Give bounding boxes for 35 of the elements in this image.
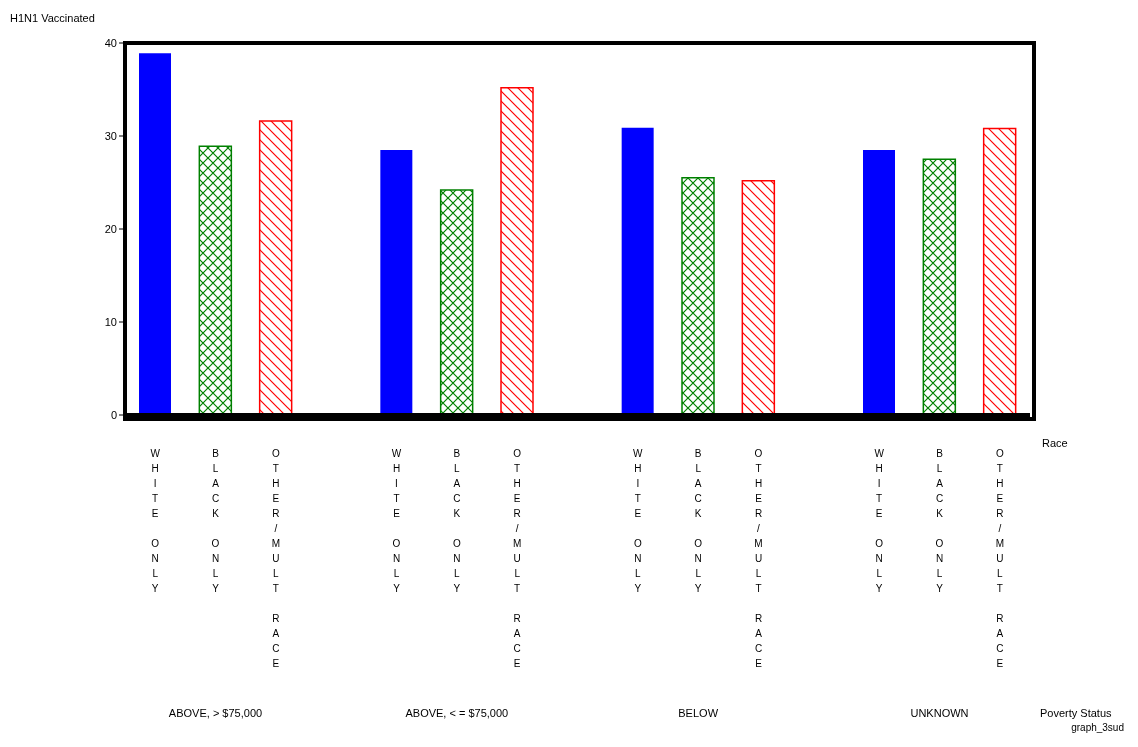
text: ABOVE, < = $75,000 — [404, 707, 510, 719]
text: Poverty Status — [1040, 707, 1112, 719]
x-tick-label: BLACK ONLY — [934, 448, 945, 598]
x-tick-label: WHITE ONLY — [149, 448, 161, 598]
bar — [439, 189, 474, 415]
text: UNKNOWN — [909, 707, 970, 719]
x-tick-label: BLACK ONLY — [451, 448, 463, 598]
text: Race — [1042, 437, 1068, 449]
text: BELOW — [677, 707, 719, 719]
bar — [982, 127, 1017, 415]
bar — [681, 177, 715, 415]
text: ABOVE, > $75,000 — [167, 707, 264, 719]
bar — [198, 145, 233, 415]
x-tick-label: OTHER/MULT RACE — [994, 448, 1006, 673]
bar — [500, 86, 534, 415]
y-tick-label: 10 — [104, 315, 117, 328]
bar — [380, 149, 413, 415]
text: graph_3sud — [1071, 722, 1124, 733]
x-tick-label: WHITE ONLY — [873, 448, 885, 598]
y-axis-title: H1N1 Vaccinated — [10, 12, 95, 24]
x-tick-label: WHITE ONLY — [390, 448, 402, 598]
x-tick-label: OTHER/MULT RACE — [753, 448, 764, 673]
y-tick-label: 40 — [104, 36, 117, 49]
x-tick-label: BLACK ONLY — [692, 448, 704, 598]
x-tick-label: OTHER/MULT RACE — [270, 448, 282, 673]
bar — [922, 158, 957, 415]
bar — [741, 179, 776, 415]
x-tick-label: OTHER/MULT RACE — [511, 448, 523, 673]
y-tick-label: 30 — [104, 129, 117, 142]
bar — [621, 127, 654, 415]
x-tick-label: WHITE ONLY — [632, 448, 644, 598]
bar — [258, 120, 293, 415]
y-tick-label: 0 — [110, 408, 117, 421]
x-tick-label: BLACK ONLY — [210, 448, 221, 598]
y-tick-label: 20 — [104, 222, 117, 235]
